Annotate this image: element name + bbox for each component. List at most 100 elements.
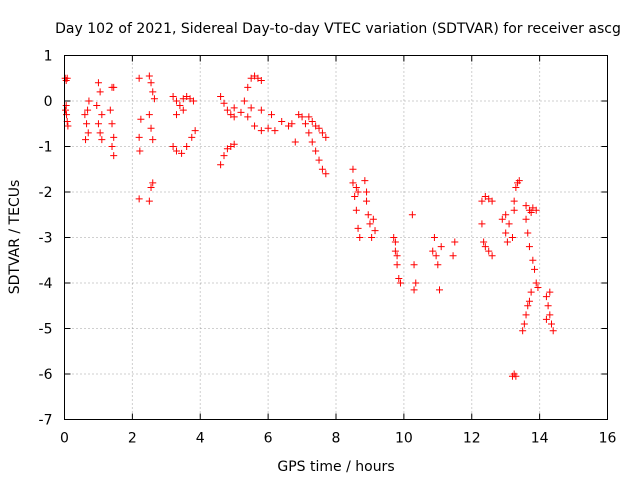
data-point-marker xyxy=(147,124,155,132)
x-tick-label: 14 xyxy=(531,431,549,447)
data-point-marker xyxy=(527,288,535,296)
data-point-marker xyxy=(412,279,420,287)
data-point-marker xyxy=(432,252,440,260)
data-point-marker xyxy=(534,284,542,292)
data-point-marker xyxy=(430,234,438,241)
data-point-marker xyxy=(391,238,399,246)
data-point-marker xyxy=(351,193,359,201)
data-point-marker xyxy=(149,88,157,96)
data-point-marker xyxy=(524,229,532,237)
data-point-marker xyxy=(515,177,523,185)
data-point-marker xyxy=(549,327,557,335)
x-axis-label: GPS time / hours xyxy=(277,459,394,475)
data-point-marker xyxy=(502,211,510,219)
data-point-marker xyxy=(393,252,401,260)
data-point-marker xyxy=(322,170,330,178)
data-point-marker xyxy=(429,247,437,255)
data-point-marker xyxy=(240,97,248,105)
data-point-marker xyxy=(147,79,155,87)
data-point-marker xyxy=(230,113,238,121)
data-point-marker xyxy=(396,279,404,287)
data-point-marker xyxy=(525,297,533,305)
data-point-marker xyxy=(230,140,238,148)
data-point-marker xyxy=(542,315,550,323)
data-point-marker xyxy=(391,247,399,255)
data-point-marker xyxy=(94,79,102,87)
x-tick-label: 0 xyxy=(60,431,69,447)
y-tick-label: -7 xyxy=(39,413,53,429)
data-point-marker xyxy=(278,117,286,125)
data-point-marker xyxy=(363,197,371,205)
data-point-marker xyxy=(220,99,228,107)
data-point-marker xyxy=(308,117,316,125)
data-point-marker xyxy=(481,243,489,251)
data-point-marker xyxy=(488,197,496,205)
data-point-marker xyxy=(172,97,180,105)
data-point-marker xyxy=(257,106,265,114)
data-point-marker xyxy=(93,102,101,110)
data-point-marker xyxy=(524,302,532,310)
data-point-marker xyxy=(354,188,362,196)
data-point-marker xyxy=(449,252,457,260)
data-point-marker xyxy=(135,133,143,141)
data-point-marker xyxy=(145,111,153,119)
data-point-marker xyxy=(488,252,496,260)
data-point-marker xyxy=(510,206,518,214)
data-point-marker xyxy=(478,197,486,205)
data-point-marker xyxy=(298,113,306,121)
data-point-marker xyxy=(82,136,90,144)
data-point-marker xyxy=(271,127,279,135)
grid-lines xyxy=(64,55,608,420)
data-point-marker xyxy=(84,106,92,114)
data-point-marker xyxy=(532,206,540,214)
y-tick-label: -1 xyxy=(39,140,53,156)
data-point-marker xyxy=(305,129,313,137)
data-point-marker xyxy=(305,113,313,121)
data-point-marker xyxy=(519,327,527,335)
data-point-marker xyxy=(364,211,372,219)
data-point-marker xyxy=(349,179,357,187)
y-tick-label: 0 xyxy=(44,94,53,110)
data-point-marker xyxy=(220,152,228,160)
y-axis-ticks: 1 0 -1 -2 -3 -4 -5 -6 -7 xyxy=(39,49,608,429)
data-point-marker xyxy=(244,83,252,91)
data-point-marker xyxy=(264,124,272,132)
data-point-marker xyxy=(179,106,187,114)
data-point-marker xyxy=(546,288,554,296)
data-point-marker xyxy=(150,95,158,103)
data-point-marker xyxy=(110,152,118,160)
data-point-marker xyxy=(64,122,72,130)
data-point-marker xyxy=(503,238,511,246)
data-point-marker xyxy=(437,243,445,251)
y-tick-label: -4 xyxy=(39,276,53,292)
data-point-marker xyxy=(366,220,374,228)
data-point-marker xyxy=(98,111,106,119)
data-point-marker xyxy=(390,234,398,241)
data-point-marker xyxy=(318,129,326,137)
data-point-marker xyxy=(172,111,180,119)
data-point-marker xyxy=(371,227,379,235)
chart-title: Day 102 of 2021, Sidereal Day-to-day VTE… xyxy=(55,21,621,37)
data-point-marker xyxy=(106,106,114,114)
data-point-marker xyxy=(223,106,231,114)
data-point-marker xyxy=(62,102,70,110)
data-point-marker xyxy=(149,136,157,144)
data-point-marker xyxy=(188,133,196,141)
data-point-marker xyxy=(85,97,93,105)
data-point-marker xyxy=(451,238,459,246)
data-point-marker xyxy=(356,234,364,241)
data-point-marker xyxy=(434,261,442,269)
x-axis-ticks: 0 2 4 6 8 10 12 14 16 xyxy=(60,55,616,447)
data-point-marker xyxy=(183,143,191,150)
data-point-marker xyxy=(176,102,184,110)
data-point-marker xyxy=(352,206,360,214)
data-point-marker xyxy=(544,302,552,310)
data-point-marker xyxy=(542,293,550,301)
data-point-marker xyxy=(512,183,520,191)
y-tick-label: -5 xyxy=(39,322,53,338)
data-point-marker xyxy=(94,120,102,128)
data-point-marker xyxy=(135,74,143,82)
data-point-marker xyxy=(522,311,530,319)
data-point-marker xyxy=(145,72,153,80)
data-point-marker xyxy=(408,211,416,219)
